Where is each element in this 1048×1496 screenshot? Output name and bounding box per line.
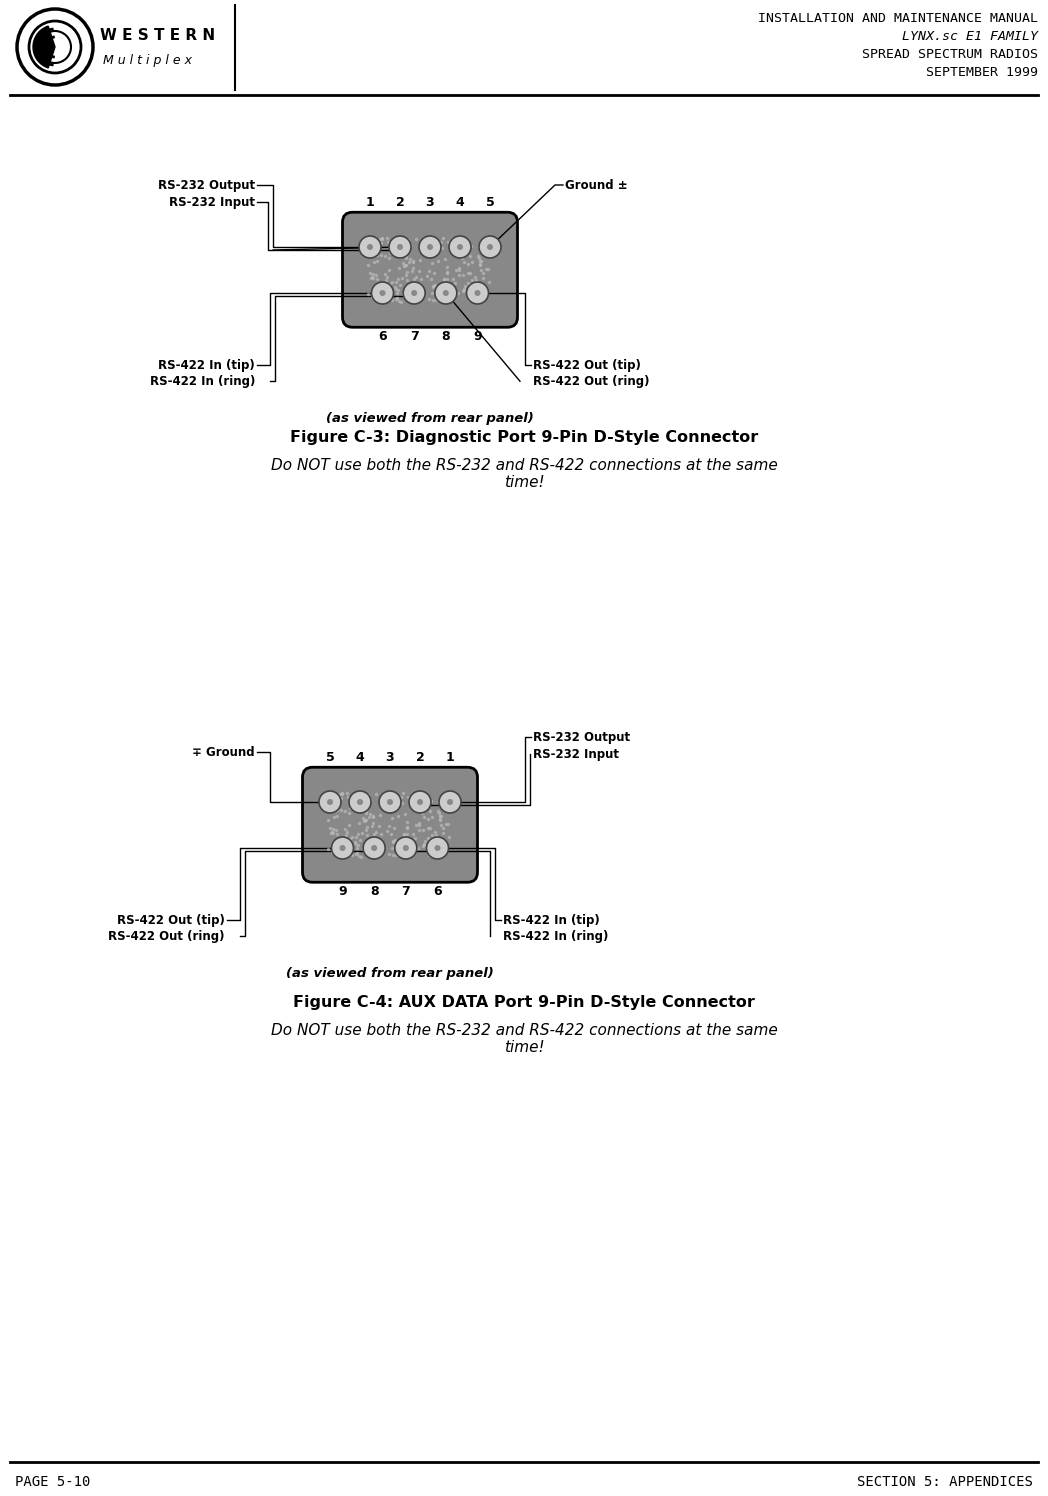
Text: Figure C-4: AUX DATA Port 9-Pin D-Style Connector: Figure C-4: AUX DATA Port 9-Pin D-Style … [293,995,755,1010]
Circle shape [419,236,441,257]
Circle shape [319,791,341,812]
Text: 2: 2 [416,751,424,764]
Text: 7: 7 [401,886,410,898]
Text: M u l t i p l e x: M u l t i p l e x [103,54,192,66]
Text: 2: 2 [396,196,405,209]
Text: RS-422 In (tip): RS-422 In (tip) [503,914,599,926]
FancyBboxPatch shape [303,767,478,883]
Text: SPREAD SPECTRUM RADIOS: SPREAD SPECTRUM RADIOS [863,48,1038,61]
Polygon shape [34,25,54,67]
Circle shape [449,236,471,257]
Circle shape [364,836,386,859]
Circle shape [466,283,488,304]
Circle shape [379,791,401,812]
Text: 3: 3 [425,196,434,209]
Text: RS-422 In (ring): RS-422 In (ring) [503,929,609,942]
Text: RS-232 Output: RS-232 Output [158,178,255,191]
Circle shape [411,290,417,296]
Text: 1: 1 [366,196,374,209]
Circle shape [371,283,393,304]
Circle shape [340,845,346,851]
Text: 8: 8 [441,331,451,343]
Circle shape [443,290,449,296]
Circle shape [447,799,453,805]
Circle shape [357,799,363,805]
Text: Do NOT use both the RS-232 and RS-422 connections at the same
time!: Do NOT use both the RS-232 and RS-422 co… [270,1023,778,1055]
Text: LYNX.sc E1 FAMILY: LYNX.sc E1 FAMILY [902,30,1038,43]
Circle shape [395,836,417,859]
Circle shape [402,845,409,851]
Text: RS-422 In (ring): RS-422 In (ring) [150,375,255,387]
Text: RS-422 Out (tip): RS-422 Out (tip) [117,914,225,926]
Circle shape [475,290,480,296]
Circle shape [409,791,431,812]
Circle shape [417,799,423,805]
Circle shape [403,283,425,304]
Text: ∓ Ground: ∓ Ground [193,745,255,758]
Circle shape [427,244,433,250]
Text: 6: 6 [378,331,387,343]
Circle shape [327,799,333,805]
Text: (as viewed from rear panel): (as viewed from rear panel) [326,413,533,425]
Circle shape [397,244,403,250]
Text: RS-422 Out (ring): RS-422 Out (ring) [109,929,225,942]
Text: 4: 4 [355,751,365,764]
FancyBboxPatch shape [343,212,518,328]
Text: PAGE 5-10: PAGE 5-10 [15,1475,90,1489]
Text: 4: 4 [456,196,464,209]
Circle shape [331,836,353,859]
Circle shape [427,836,449,859]
Circle shape [379,290,386,296]
Text: W E S T E R N: W E S T E R N [100,27,215,42]
Text: 5: 5 [485,196,495,209]
Text: RS-422 In (tip): RS-422 In (tip) [158,359,255,371]
Text: RS-232 Output: RS-232 Output [533,730,630,744]
Text: RS-422 Out (ring): RS-422 Out (ring) [533,375,650,387]
Text: 5: 5 [326,751,334,764]
Circle shape [371,845,377,851]
Circle shape [439,791,461,812]
Text: RS-232 Input: RS-232 Input [533,748,619,760]
Circle shape [435,283,457,304]
Text: RS-422 Out (tip): RS-422 Out (tip) [533,359,641,371]
Text: 8: 8 [370,886,378,898]
Circle shape [457,244,463,250]
Circle shape [387,799,393,805]
Circle shape [487,244,493,250]
Circle shape [435,845,440,851]
Circle shape [367,244,373,250]
Text: 6: 6 [433,886,442,898]
Text: Do NOT use both the RS-232 and RS-422 connections at the same
time!: Do NOT use both the RS-232 and RS-422 co… [270,458,778,491]
Text: INSTALLATION AND MAINTENANCE MANUAL: INSTALLATION AND MAINTENANCE MANUAL [758,12,1038,25]
Text: 1: 1 [445,751,455,764]
Text: Figure C-3: Diagnostic Port 9-Pin D-Style Connector: Figure C-3: Diagnostic Port 9-Pin D-Styl… [290,429,758,444]
Circle shape [479,236,501,257]
Circle shape [359,236,381,257]
Text: SEPTEMBER 1999: SEPTEMBER 1999 [926,66,1038,79]
Text: (as viewed from rear panel): (as viewed from rear panel) [286,968,494,980]
Text: 7: 7 [410,331,418,343]
Text: Ground ±: Ground ± [565,178,628,191]
Circle shape [389,236,411,257]
Text: RS-232 Input: RS-232 Input [169,196,255,208]
Text: 3: 3 [386,751,394,764]
Circle shape [349,791,371,812]
Text: 9: 9 [474,331,482,343]
Text: 9: 9 [339,886,347,898]
Text: SECTION 5: APPENDICES: SECTION 5: APPENDICES [857,1475,1033,1489]
